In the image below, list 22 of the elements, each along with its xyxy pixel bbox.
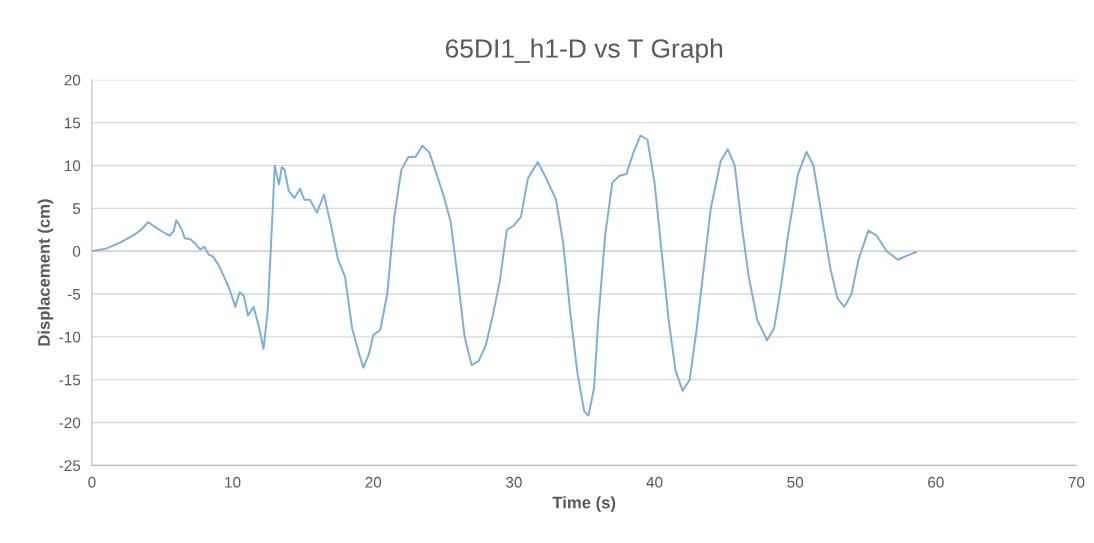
- line-series: [91, 134, 918, 417]
- x-tick-label: 20: [365, 476, 382, 488]
- chart-title: 65DI1_h1-D vs T Graph: [445, 38, 723, 64]
- y-tick-label: -15: [59, 374, 81, 386]
- x-tick-label: 60: [928, 476, 944, 488]
- x-tick-label: 30: [505, 476, 522, 488]
- y-tick-label: 20: [64, 74, 81, 86]
- y-tick-label: -5: [67, 289, 81, 300]
- x-tick-label: 50: [787, 476, 804, 488]
- y-tick-label: -20: [59, 417, 81, 429]
- x-tick-label: 10: [225, 476, 241, 488]
- y-tick-label: 0: [72, 246, 81, 257]
- x-tick-label: 40: [646, 476, 663, 488]
- x-tick-label: 0: [88, 476, 96, 488]
- y-tick-label: 10: [64, 160, 81, 172]
- x-tick-label: 70: [1068, 476, 1085, 488]
- y-tick-label: -10: [59, 331, 81, 343]
- y-tick-label: 5: [72, 203, 81, 215]
- x-axis-title: Time (s): [552, 496, 616, 512]
- y-tick-label: 15: [64, 117, 81, 129]
- y-axis-title: Displacement (cm): [37, 199, 54, 346]
- y-tick-label: -25: [59, 460, 81, 472]
